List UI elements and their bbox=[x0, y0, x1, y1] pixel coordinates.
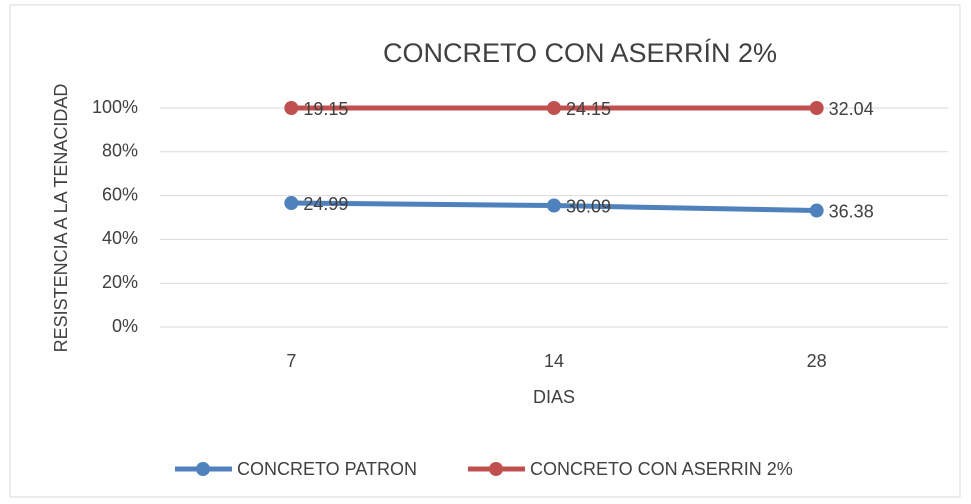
data-label: 24.99 bbox=[303, 194, 348, 214]
y-tick-label: 20% bbox=[102, 272, 138, 292]
data-label: 24.15 bbox=[566, 99, 611, 119]
data-point bbox=[284, 101, 299, 115]
chart-title: CONCRETO CON ASERRÍN 2% bbox=[383, 38, 777, 68]
legend-marker bbox=[489, 462, 503, 476]
chart-border bbox=[9, 4, 961, 498]
data-label: 30.09 bbox=[566, 196, 611, 216]
data-point bbox=[284, 196, 299, 211]
y-axis-label: RESISTENCIA A LA TENACIDAD bbox=[51, 84, 71, 353]
data-point bbox=[547, 101, 561, 115]
x-tick-label: 28 bbox=[807, 351, 827, 371]
data-label: 19.15 bbox=[303, 99, 348, 119]
x-tick-label: 14 bbox=[544, 351, 564, 371]
x-axis-label: DIAS bbox=[533, 387, 575, 407]
y-tick-label: 60% bbox=[102, 184, 138, 204]
data-point bbox=[809, 203, 824, 218]
y-tick-label: 80% bbox=[102, 141, 138, 161]
y-tick-label: 0% bbox=[112, 316, 138, 336]
legend-label: CONCRETO CON ASERRIN 2% bbox=[530, 459, 793, 479]
data-point bbox=[809, 101, 824, 115]
data-label: 36.38 bbox=[829, 201, 874, 221]
legend-marker bbox=[196, 462, 210, 476]
legend-label: CONCRETO PATRON bbox=[237, 459, 417, 479]
data-label: 32.04 bbox=[829, 99, 874, 119]
data-point bbox=[547, 198, 561, 213]
x-tick-label: 7 bbox=[286, 351, 296, 371]
y-tick-label: 40% bbox=[102, 228, 138, 248]
y-tick-label: 100% bbox=[92, 97, 138, 117]
